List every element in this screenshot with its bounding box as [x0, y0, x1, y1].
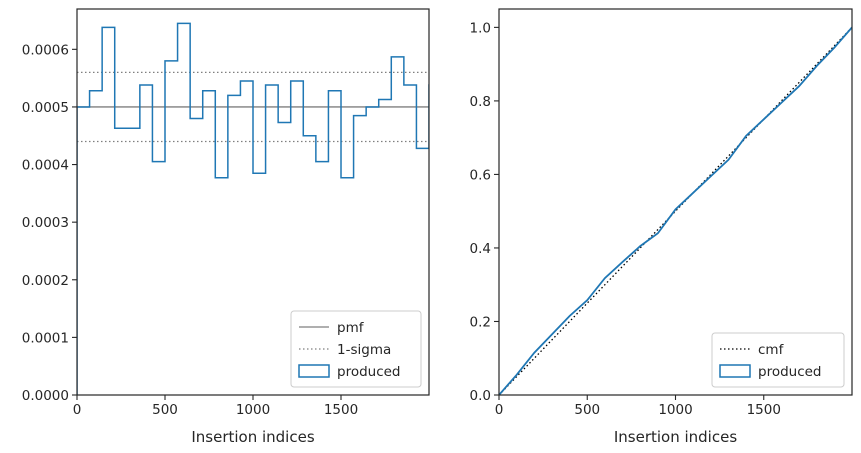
y-tick-label: 0.0001 [22, 330, 69, 346]
legend-label: produced [337, 364, 401, 380]
x-tick-label: 1000 [658, 402, 692, 418]
cmf-series-line [499, 26, 852, 395]
legend-label: produced [758, 364, 822, 380]
y-tick-label: 0.0002 [22, 273, 69, 289]
y-tick-label: 0.4 [470, 241, 491, 257]
plot-area [499, 26, 852, 395]
plot-area [77, 22, 429, 395]
y-tick-label: 1.0 [470, 20, 491, 36]
legend-label: cmf [758, 342, 785, 358]
x-tick-label: 500 [152, 402, 178, 418]
legend-item: pmf [299, 320, 365, 336]
produced-histogram [77, 22, 429, 395]
y-tick-label: 0.0000 [22, 388, 69, 404]
x-tick-label: 0 [495, 402, 504, 418]
legend-label: pmf [337, 320, 365, 336]
legend-item: cmf [720, 342, 785, 358]
y-tick-label: 0.0 [470, 388, 491, 404]
legend-patch [719, 364, 751, 378]
x-axis-label: Insertion indices [191, 428, 314, 446]
x-tick-label: 500 [574, 402, 600, 418]
legend: pmf 1-sigma produced [290, 310, 422, 388]
y-tick-label: 0.0006 [22, 42, 69, 58]
chart-right: 0 500 1000 1500 0.0 0.2 0.4 0.6 0.8 1.0 Insertion … [470, 8, 853, 446]
legend-item: produced [719, 364, 822, 380]
y-tick-label: 0.2 [470, 314, 491, 330]
x-axis-label: Insertion indices [614, 428, 737, 446]
x-tick-label: 1000 [236, 402, 270, 418]
legend: cmf produced [711, 332, 845, 388]
legend-item: 1-sigma [299, 342, 391, 358]
legend-box [711, 332, 845, 388]
legend-box [290, 310, 422, 388]
legend-item: produced [298, 364, 401, 380]
x-tick-label: 0 [73, 402, 82, 418]
legend-patch [298, 364, 330, 378]
produced-series-line [499, 26, 852, 395]
x-tick-label: 1500 [747, 402, 781, 418]
y-tick-label: 0.0004 [22, 158, 69, 174]
chart-left: 0 500 1000 1500 0.0000 0.0001 0.0002 0.0003 0.00… [22, 8, 430, 446]
y-tick-label: 0.0005 [22, 100, 69, 116]
legend-label: 1-sigma [337, 342, 391, 358]
y-tick-label: 0.0003 [22, 215, 69, 231]
y-tick-label: 0.8 [470, 94, 491, 110]
x-tick-label: 1500 [324, 402, 358, 418]
y-tick-label: 0.6 [470, 167, 491, 183]
